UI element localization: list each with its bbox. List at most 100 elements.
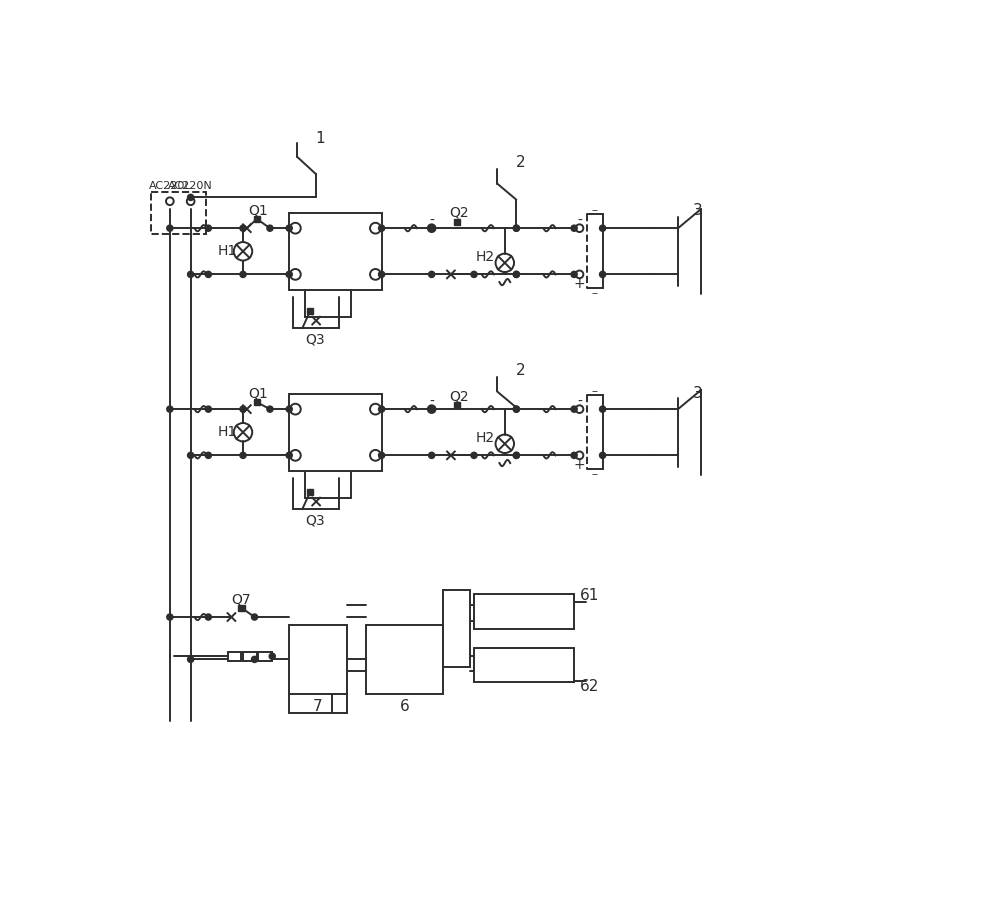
Circle shape [513,453,519,458]
Circle shape [429,225,435,231]
Text: H2: H2 [476,431,495,444]
Circle shape [429,271,435,278]
Bar [474,648,574,682]
Circle shape [429,406,435,412]
Text: --: -- [591,385,598,395]
Circle shape [571,225,577,231]
Circle shape [267,406,273,412]
Text: --: -- [591,205,598,215]
Text: 61: 61 [580,588,599,603]
Circle shape [188,271,194,278]
Circle shape [600,453,606,458]
Circle shape [471,453,477,458]
Bar [454,402,460,408]
Circle shape [379,453,385,458]
Text: Q3: Q3 [305,513,324,527]
Bar [289,625,347,694]
Text: +: + [370,449,381,462]
Circle shape [251,614,258,620]
Circle shape [240,406,246,412]
Circle shape [286,225,292,231]
Circle shape [240,453,246,458]
Circle shape [600,271,606,278]
Circle shape [267,225,273,231]
Circle shape [513,406,519,412]
Text: 7: 7 [313,699,323,714]
Text: Q1: Q1 [249,386,268,401]
Text: -: - [577,213,582,228]
Circle shape [188,657,194,662]
Circle shape [286,271,292,278]
Bar [243,652,257,661]
Circle shape [286,453,292,458]
Bar [474,594,574,629]
Bar [151,192,206,234]
Circle shape [188,194,194,200]
Circle shape [205,225,211,231]
Circle shape [600,225,606,231]
Bar [443,590,470,667]
Text: 温度传感器: 温度传感器 [505,604,543,618]
Text: AC220N: AC220N [168,180,213,190]
Circle shape [429,225,435,231]
Circle shape [167,225,173,231]
Circle shape [205,406,211,412]
Circle shape [379,225,385,231]
Circle shape [251,657,258,662]
Text: H1: H1 [218,425,237,439]
Text: --: -- [591,288,598,297]
Text: --: -- [591,469,598,479]
Text: AC220L: AC220L [149,180,191,190]
Bar [454,219,460,225]
Text: +: + [574,457,585,472]
Circle shape [269,653,275,659]
Circle shape [513,225,519,231]
Bar [307,308,313,315]
Circle shape [429,406,435,412]
Text: +: + [370,268,381,281]
Text: Q1: Q1 [249,203,268,218]
Circle shape [513,406,519,412]
Bar [254,399,260,405]
Text: 湿度传感器: 湿度传感器 [505,658,543,671]
Circle shape [286,406,292,412]
Circle shape [429,453,435,458]
Circle shape [513,453,519,458]
Circle shape [571,271,577,278]
Text: 2: 2 [515,363,525,378]
Text: -: - [577,395,582,408]
Bar [307,489,313,495]
Text: Q7: Q7 [232,592,251,607]
Circle shape [205,453,211,458]
Text: -: - [429,213,434,228]
Text: +: + [574,277,585,290]
Circle shape [205,614,211,620]
Text: 62: 62 [580,678,599,694]
Circle shape [571,406,577,412]
Circle shape [471,271,477,278]
Text: Q2: Q2 [449,389,468,403]
Text: H2: H2 [476,249,495,264]
Bar [366,625,443,694]
Text: 3: 3 [692,386,702,401]
Bar [254,216,260,222]
Bar [289,394,382,471]
Text: Q3: Q3 [305,332,324,346]
Text: 2: 2 [515,155,525,171]
Bar [258,652,272,661]
Circle shape [167,406,173,412]
Text: Q2: Q2 [449,206,468,219]
Text: -: - [429,395,434,408]
Circle shape [240,271,246,278]
Circle shape [379,406,385,412]
Bar [289,213,382,290]
Text: 3: 3 [692,203,702,218]
Text: 6: 6 [400,699,410,714]
Bar [238,605,245,611]
Bar [228,652,241,661]
Circle shape [513,225,519,231]
Circle shape [571,453,577,458]
Text: 1: 1 [315,131,325,146]
Circle shape [513,271,519,278]
Text: H1: H1 [218,244,237,258]
